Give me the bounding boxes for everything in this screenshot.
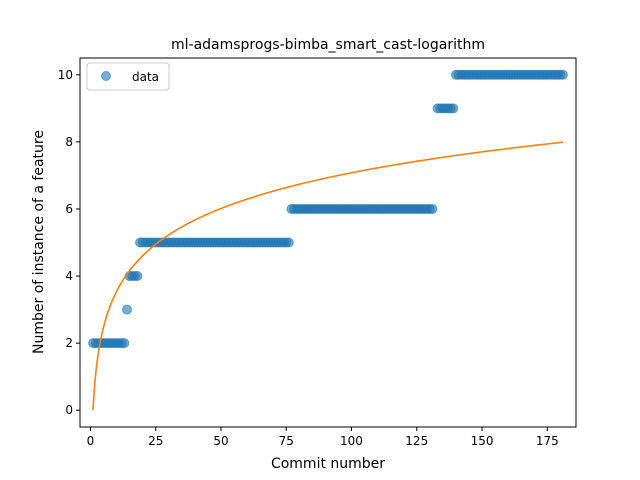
data-point <box>119 338 130 349</box>
y-tick-label: 8 <box>65 135 73 149</box>
x-tick-label: 0 <box>87 434 95 448</box>
data-point <box>121 304 132 315</box>
axes-frame <box>79 57 577 428</box>
fit-line <box>92 141 564 411</box>
plot-area <box>79 57 577 428</box>
x-tick-label: 175 <box>536 434 559 448</box>
legend-marker <box>101 71 111 81</box>
x-tick-label: 100 <box>340 434 363 448</box>
x-tick-label: 75 <box>279 434 294 448</box>
data-point <box>557 69 568 80</box>
legend: data <box>86 62 170 91</box>
y-tick-label: 0 <box>65 403 73 417</box>
y-tick-label: 2 <box>65 336 73 350</box>
y-tick-label: 10 <box>58 68 73 82</box>
chart-title: ml-adamsprogs-bimba_smart_cast-logarithm <box>171 37 485 53</box>
x-axis: 0 25 50 75 100 125 150 175 <box>87 427 559 448</box>
y-tick-label: 4 <box>65 269 73 283</box>
legend-frame <box>86 62 170 91</box>
data-point <box>427 203 438 214</box>
x-tick-label: 50 <box>213 434 228 448</box>
y-axis-label: Number of instance of a feature <box>31 130 47 354</box>
data-point <box>448 103 459 114</box>
x-tick-label: 125 <box>405 434 428 448</box>
x-tick-label: 25 <box>148 434 163 448</box>
x-tick-label: 150 <box>471 434 494 448</box>
y-tick-label: 6 <box>65 202 73 216</box>
data-point <box>132 271 143 282</box>
data-point <box>283 237 294 248</box>
legend-label: data <box>132 70 159 84</box>
y-axis: 0 2 4 6 8 10 <box>58 68 80 417</box>
x-axis-label: Commit number <box>271 456 385 472</box>
